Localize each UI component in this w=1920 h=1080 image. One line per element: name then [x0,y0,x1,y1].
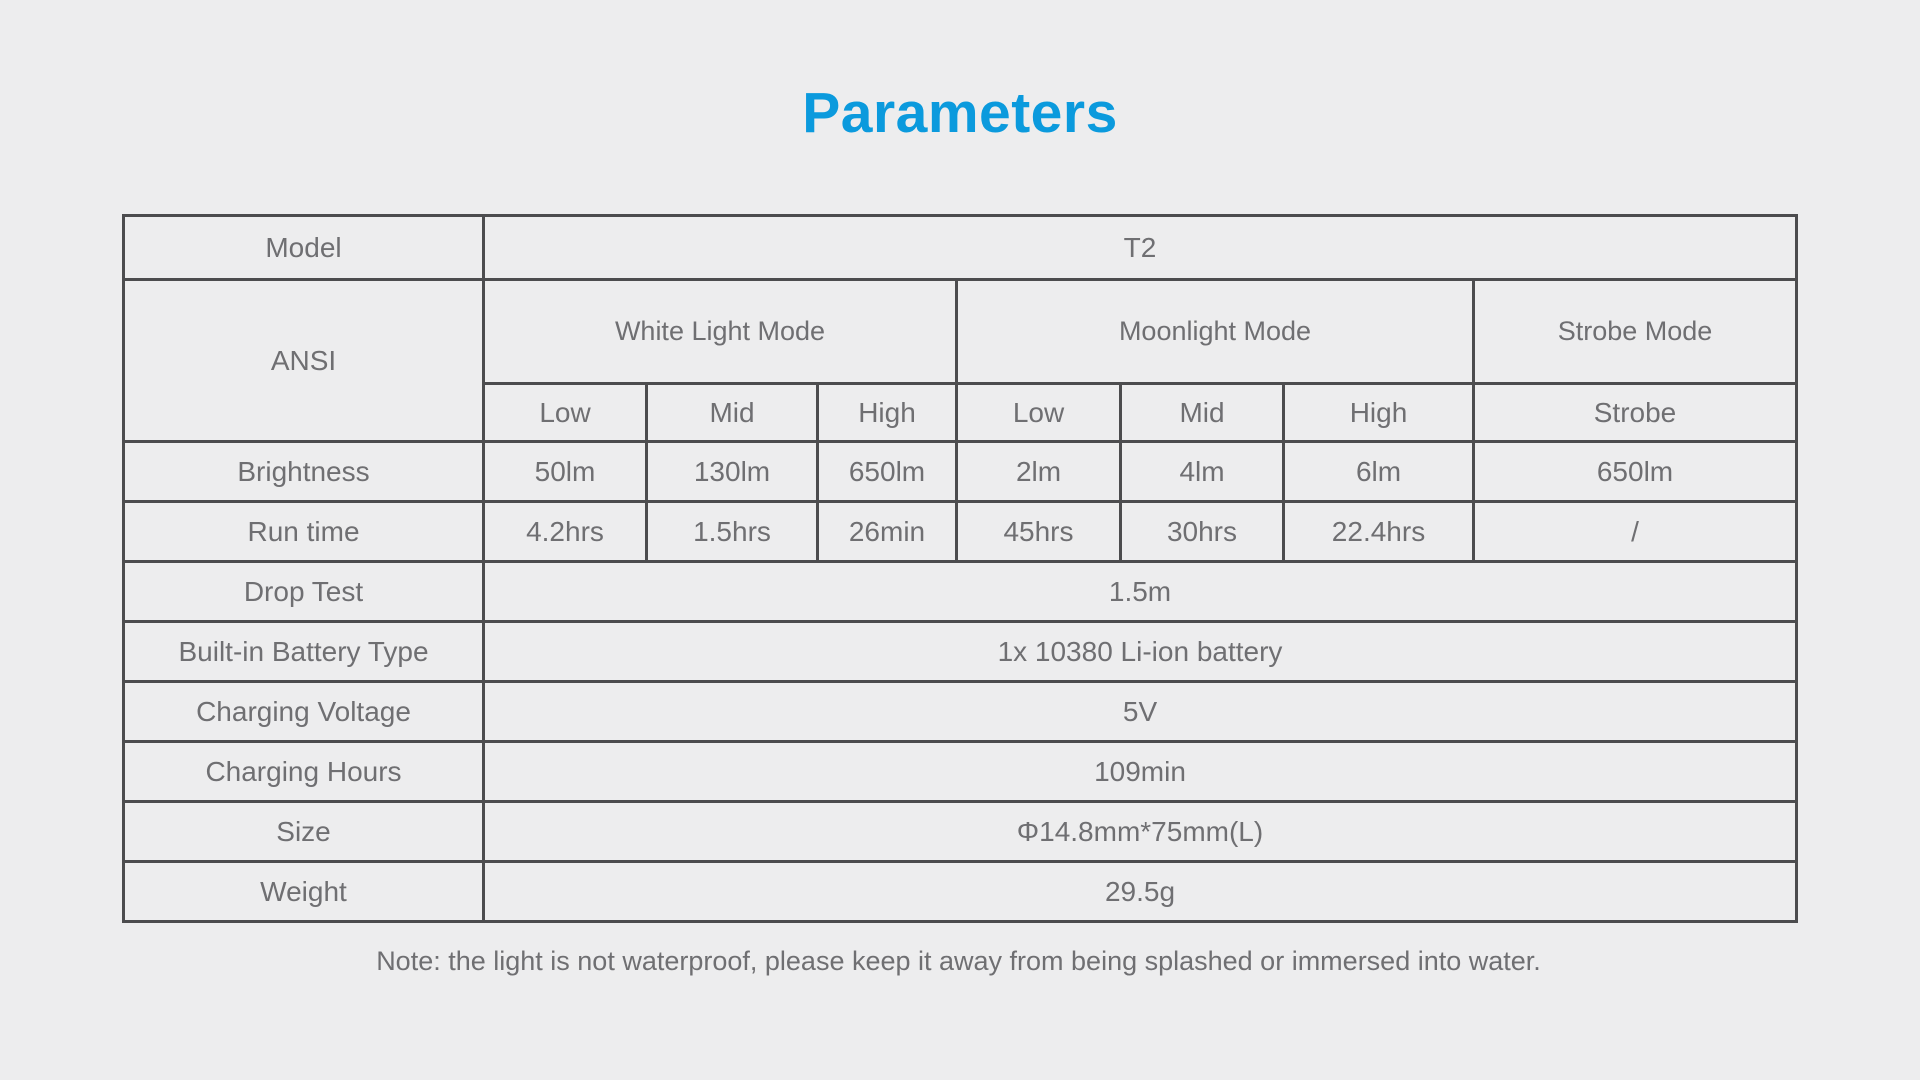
cell-white-light-mode: White Light Mode [482,278,958,385]
cell-brightness-label: Brightness [122,440,485,503]
cell-battery-value: 1x 10380 Li-ion battery [482,620,1798,683]
row-battery: Built-in Battery Type 1x 10380 Li-ion ba… [122,620,1798,683]
cell-runtime-ml-mid: 30hrs [1119,500,1285,563]
row-mode-headers: ANSI White Light Mode Moonlight Mode Str… [122,278,1798,443]
cell-sub-strobe: Strobe [1472,382,1798,443]
cell-weight-value: 29.5g [482,860,1798,923]
cell-sub-ml-mid: Mid [1119,382,1285,443]
cell-hours-value: 109min [482,740,1798,803]
cell-brightness-ml-high: 6lm [1282,440,1475,503]
cell-sub-wl-mid: Mid [645,382,819,443]
cell-model-label: Model [122,214,485,281]
cell-brightness-wl-mid: 130lm [645,440,819,503]
cell-runtime-ml-high: 22.4hrs [1282,500,1475,563]
cell-moonlight-mode: Moonlight Mode [955,278,1475,385]
row-charging-hours: Charging Hours 109min [122,740,1798,803]
cell-brightness-strobe: 650lm [1472,440,1798,503]
cell-sub-wl-low: Low [482,382,648,443]
row-drop-test: Drop Test 1.5m [122,560,1798,623]
cell-battery-label: Built-in Battery Type [122,620,485,683]
row-model: Model T2 [122,214,1798,281]
cell-sub-wl-high: High [816,382,958,443]
row-charging-voltage: Charging Voltage 5V [122,680,1798,743]
cell-droptest-label: Drop Test [122,560,485,623]
row-size: Size Φ14.8mm*75mm(L) [122,800,1798,863]
cell-runtime-ml-low: 45hrs [955,500,1122,563]
cell-runtime-label: Run time [122,500,485,563]
cell-runtime-strobe: / [1472,500,1798,563]
parameters-table: Model T2 ANSI White Light Mode Moonlight… [122,214,1798,923]
cell-droptest-value: 1.5m [482,560,1798,623]
cell-runtime-wl-mid: 1.5hrs [645,500,819,563]
cell-voltage-value: 5V [482,680,1798,743]
cell-strobe-mode: Strobe Mode [1472,278,1798,385]
cell-sub-ml-high: High [1282,382,1475,443]
cell-runtime-wl-high: 26min [816,500,958,563]
cell-runtime-wl-low: 4.2hrs [482,500,648,563]
cell-size-label: Size [122,800,485,863]
row-run-time: Run time 4.2hrs 1.5hrs 26min 45hrs 30hrs… [122,500,1798,563]
cell-brightness-wl-low: 50lm [482,440,648,503]
note-text: Note: the light is not waterproof, pleas… [376,946,1541,976]
cell-ansi-label: ANSI [122,278,485,443]
row-level-headers: Low Mid High Low Mid High Strobe [124,382,1798,443]
cell-brightness-ml-low: 2lm [955,440,1122,503]
cell-hours-label: Charging Hours [122,740,485,803]
cell-size-value: Φ14.8mm*75mm(L) [482,800,1798,863]
cell-model-value: T2 [482,214,1798,281]
cell-weight-label: Weight [122,860,485,923]
cell-brightness-wl-high: 650lm [816,440,958,503]
page-title: Parameters [802,81,1118,145]
cell-voltage-label: Charging Voltage [122,680,485,743]
row-weight: Weight 29.5g [122,860,1798,923]
cell-brightness-ml-mid: 4lm [1119,440,1285,503]
row-brightness: Brightness 50lm 130lm 650lm 2lm 4lm 6lm … [122,440,1798,503]
cell-sub-ml-low: Low [955,382,1122,443]
